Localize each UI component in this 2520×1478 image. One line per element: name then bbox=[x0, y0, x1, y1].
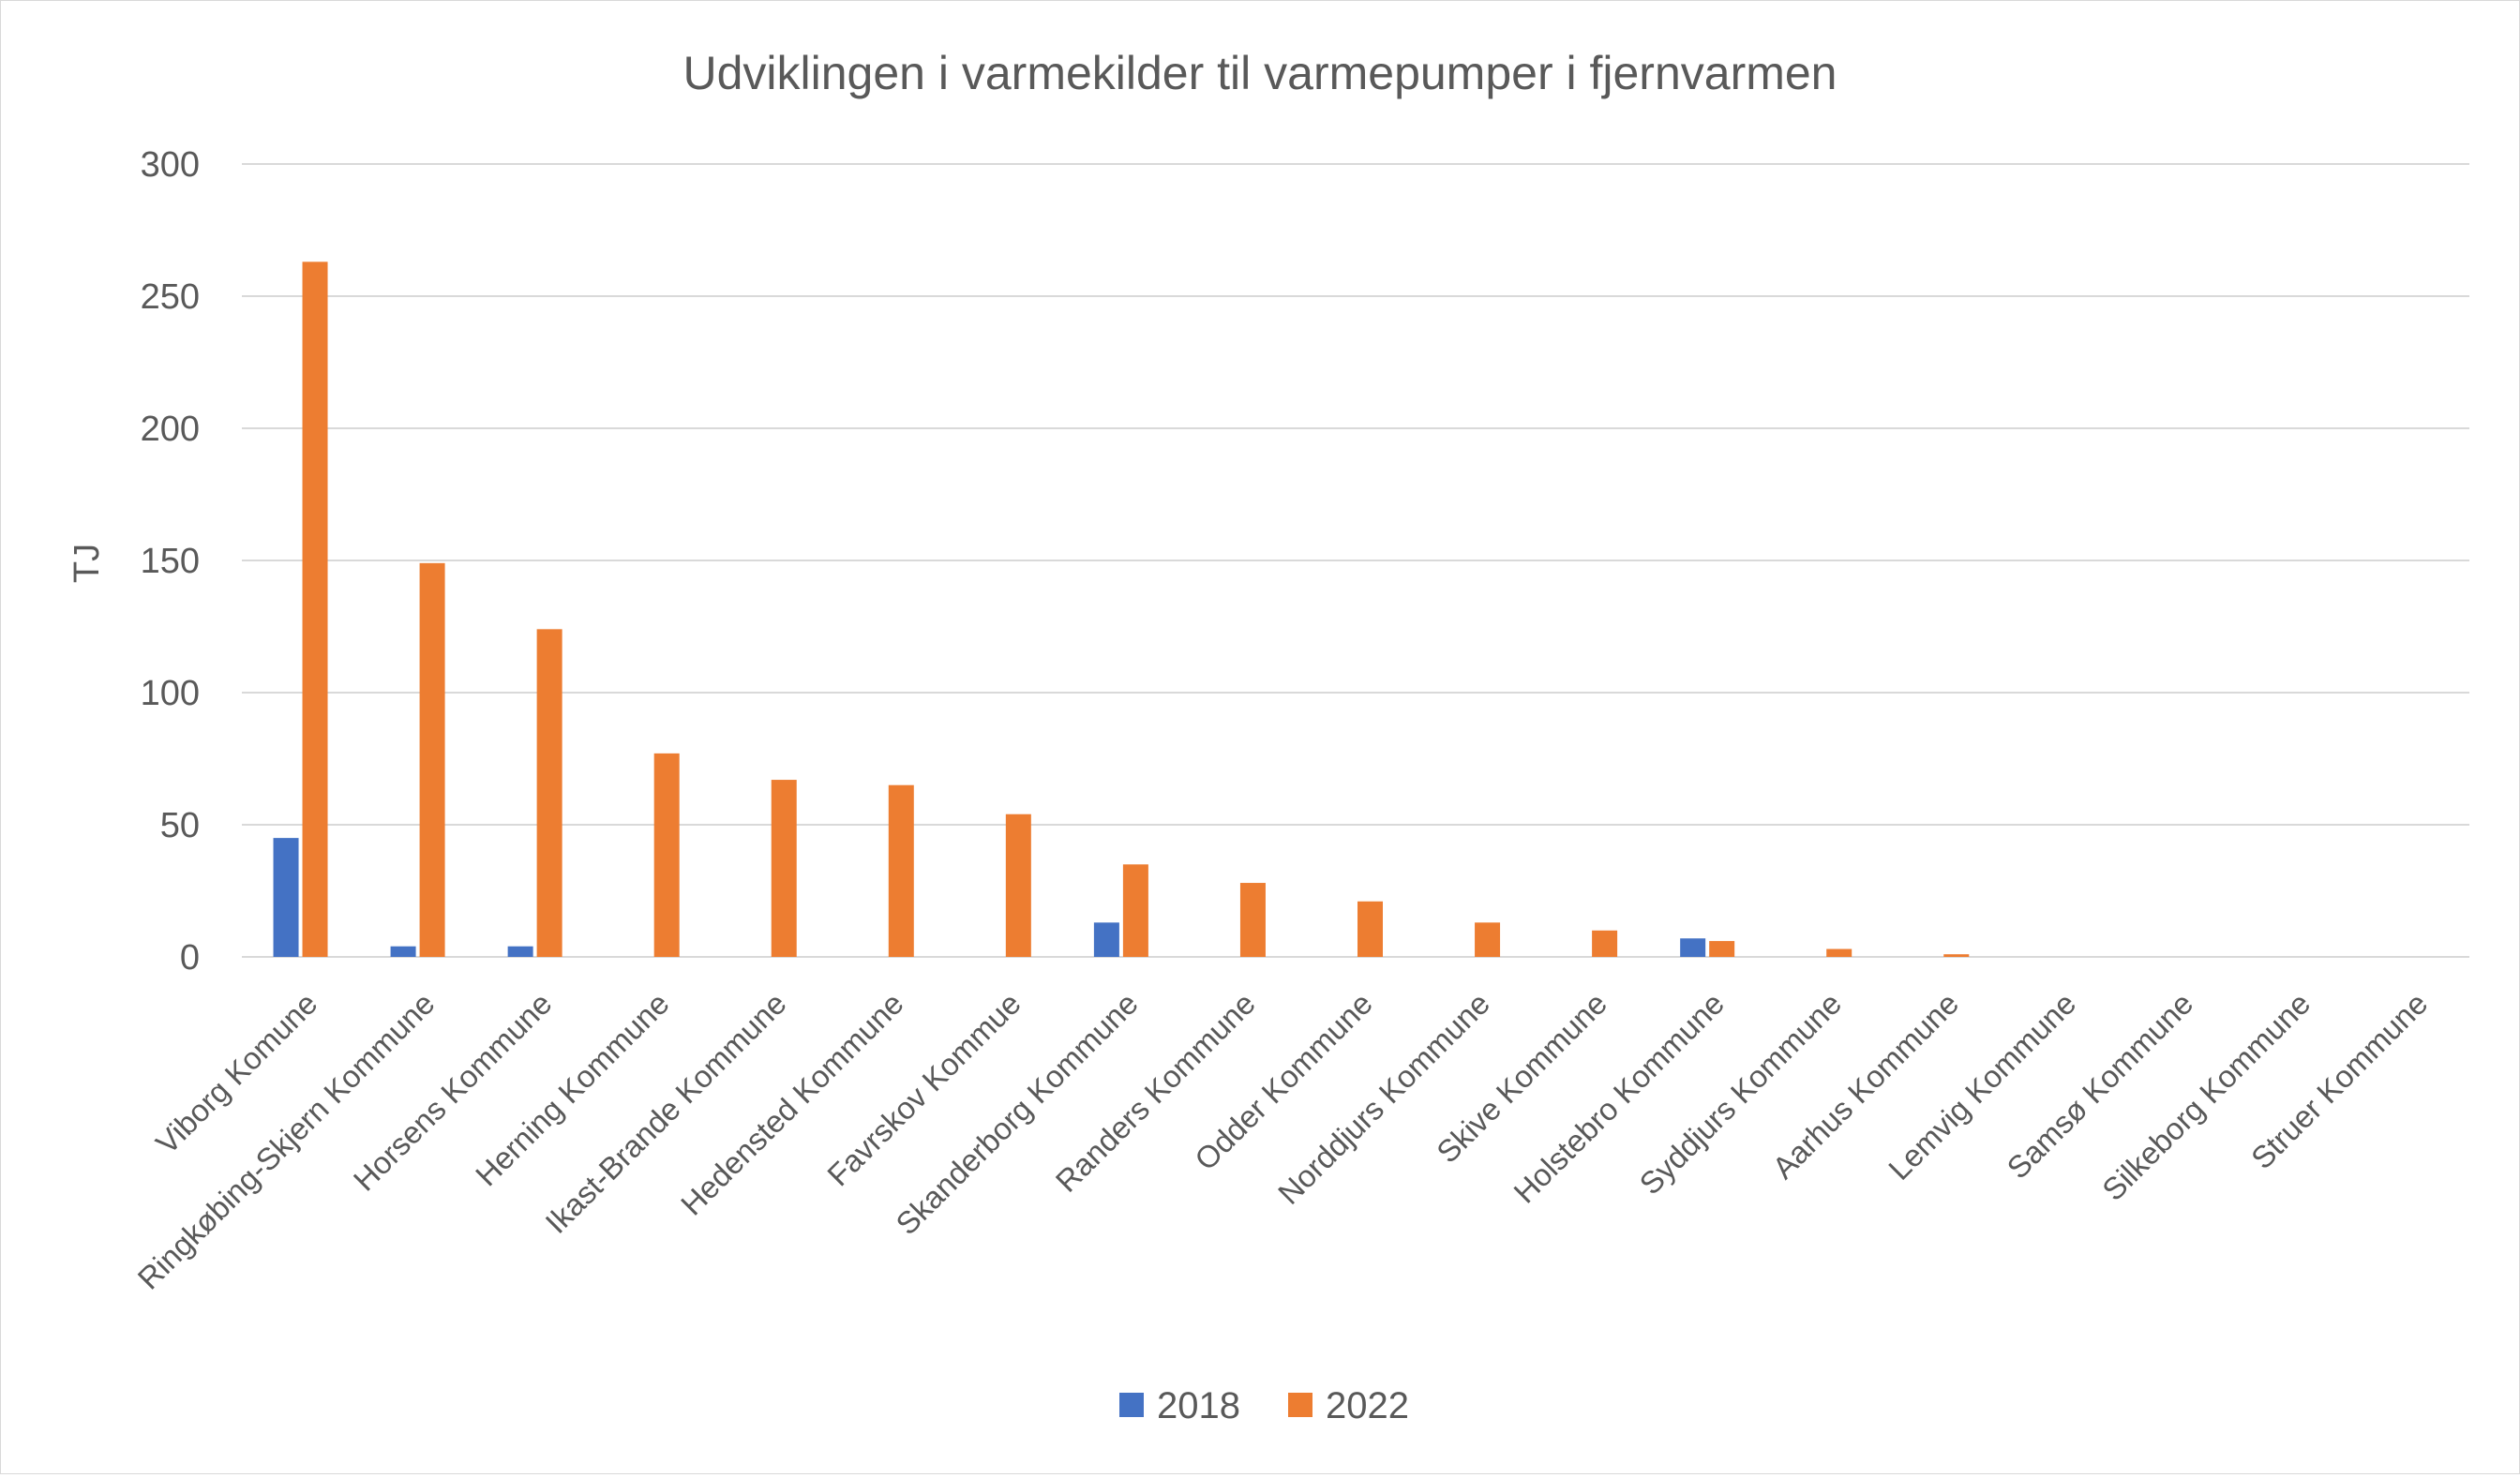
bar-2022 bbox=[1475, 922, 1501, 957]
y-tick-label: 150 bbox=[141, 542, 200, 581]
y-axis-ticks: 0 50 100 150 200 250 300 bbox=[141, 145, 200, 978]
x-tick-label: Skanderborg Kommune bbox=[889, 986, 1145, 1242]
bar-2022 bbox=[302, 261, 328, 958]
x-tick-label: Syddjurs Kommune bbox=[1632, 986, 1848, 1202]
bar-2022 bbox=[1122, 864, 1148, 957]
legend-label: 2018 bbox=[1157, 1385, 1240, 1426]
bar-2022 bbox=[536, 629, 562, 957]
y-tick-label: 50 bbox=[160, 806, 200, 845]
bar-2022 bbox=[1358, 901, 1383, 957]
bar-2022 bbox=[419, 562, 445, 957]
y-tick-label: 200 bbox=[141, 410, 200, 449]
legend-swatch bbox=[1119, 1393, 1144, 1417]
y-tick-label: 100 bbox=[141, 674, 200, 713]
x-tick-label: Norddjurs Kommune bbox=[1271, 986, 1496, 1211]
x-tick-label: Hedensted Kommune bbox=[674, 986, 910, 1222]
bar-2018 bbox=[1680, 938, 1706, 957]
bar-2018 bbox=[390, 946, 416, 957]
y-tick-label: 0 bbox=[180, 938, 200, 978]
legend-swatch bbox=[1288, 1393, 1312, 1417]
bar-2022 bbox=[1709, 941, 1735, 957]
bar-2022 bbox=[888, 784, 914, 957]
y-tick-label: 300 bbox=[141, 145, 200, 185]
x-tick-label: Randers Kommune bbox=[1049, 986, 1262, 1199]
bar-2018 bbox=[507, 946, 533, 957]
bar-2022 bbox=[1943, 954, 1970, 957]
x-tick-label: Herning Kommune bbox=[469, 986, 676, 1193]
legend: 2018 2022 bbox=[1119, 1385, 1409, 1426]
x-tick-label: Ikast-Brande Kommune bbox=[538, 986, 792, 1240]
bar-2022 bbox=[653, 753, 680, 957]
y-tick-label: 250 bbox=[141, 277, 200, 317]
gridlines bbox=[242, 163, 2469, 958]
bars bbox=[273, 261, 1970, 958]
x-tick-label: Silkeborg Kommune bbox=[2095, 986, 2317, 1207]
bar-2018 bbox=[1093, 922, 1119, 957]
bar-2022 bbox=[1826, 948, 1852, 957]
bar-2018 bbox=[273, 838, 299, 957]
x-tick-label: Favrskov Kommue bbox=[820, 986, 1028, 1193]
x-tick-label: Horsens Kommune bbox=[347, 986, 559, 1198]
bar-2022 bbox=[771, 780, 797, 957]
legend-label: 2022 bbox=[1326, 1385, 1409, 1426]
x-tick-label: Holstebro Kommune bbox=[1507, 986, 1731, 1210]
bar-2022 bbox=[1005, 814, 1031, 957]
bar-2022 bbox=[1592, 930, 1618, 957]
bar-2022 bbox=[1239, 883, 1266, 957]
chart-title: Udviklingen i varmekilder til varmepumpe… bbox=[683, 47, 1838, 99]
y-axis-label: TJ bbox=[68, 544, 107, 583]
